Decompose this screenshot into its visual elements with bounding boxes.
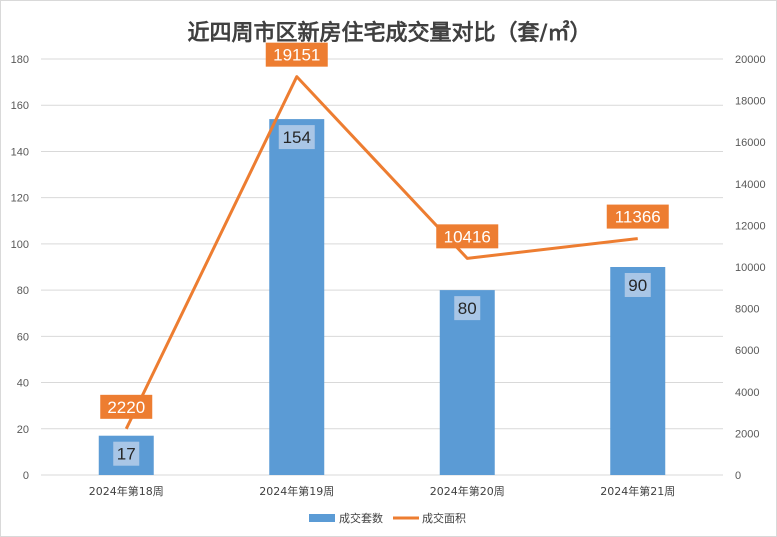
line-data-label-box [436,224,499,249]
bar-data-label: 17 [117,445,136,464]
bar [439,290,495,475]
y-right-tick-label: 14000 [735,179,766,191]
line-data-label: 11366 [615,208,661,227]
line-data-label: 2220 [107,398,145,417]
y-left-tick-label: 120 [11,193,29,205]
x-tick-label: 2024年第21周 [600,484,675,498]
y-right-tick-label: 4000 [735,387,759,399]
y-left-tick-label: 20 [17,424,29,436]
y-right-tick-label: 16000 [735,137,766,149]
bar-data-label-box [454,296,481,321]
line-data-label-box [100,394,153,419]
bar-data-label: 154 [283,128,311,147]
bar-data-label-box [278,125,315,150]
y-right-tick-label: 20000 [735,54,766,66]
y-left-tick-label: 0 [23,470,29,482]
y-left-tick-label: 60 [17,331,29,343]
x-tick-label: 2024年第20周 [430,484,505,498]
bar-data-label-box [113,441,140,466]
y-left-tick-label: 160 [11,100,29,112]
area-line [124,75,638,430]
y-left-tick-label: 100 [11,239,29,251]
y-right-tick-label: 12000 [735,220,766,232]
y-left-tick-label: 180 [11,54,29,66]
line-data-label: 19151 [273,46,320,65]
bar-data-label: 90 [628,276,647,295]
bar-data-label: 80 [458,299,477,318]
bar [610,267,666,475]
y-right-tick-label: 8000 [735,304,759,316]
legend-label: 成交套数 [339,511,383,525]
bar [269,119,325,475]
x-tick-label: 2024年第19周 [259,484,334,498]
y-right-tick-label: 18000 [735,96,766,108]
y-left-tick-label: 140 [11,146,29,158]
legend-label: 成交面积 [422,511,466,525]
line-data-label: 10416 [444,227,491,246]
line-data-label-box [265,42,328,67]
y-right-tick-label: 6000 [735,345,759,357]
y-right-tick-label: 0 [735,470,741,482]
y-right-tick-label: 10000 [735,262,766,274]
legend-swatch-bar [309,514,335,522]
y-left-tick-label: 40 [17,378,29,390]
bar-data-label-box [624,273,651,297]
x-tick-label: 2024年第18周 [89,484,164,498]
chart-title: 近四周市区新房住宅成交量对比（套/㎡） [187,21,592,46]
y-left-tick-label: 80 [17,285,29,297]
line-data-label-box [606,204,669,229]
y-right-tick-label: 2000 [735,428,759,440]
